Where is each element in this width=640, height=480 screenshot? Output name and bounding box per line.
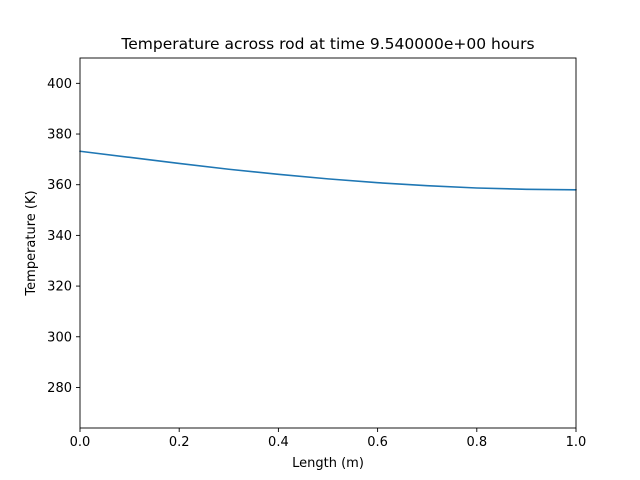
x-axis-label: Length (m) bbox=[292, 456, 364, 471]
y-tick-label: 280 bbox=[47, 381, 72, 396]
x-tick-label: 0.4 bbox=[268, 435, 289, 450]
y-tick-label: 340 bbox=[47, 229, 72, 244]
plot-frame bbox=[79, 57, 577, 429]
y-axis-label: Temperature (K) bbox=[24, 190, 39, 296]
x-tick-label: 1.0 bbox=[566, 435, 587, 450]
plot-area bbox=[80, 58, 576, 428]
series-line-0 bbox=[79, 150, 577, 191]
y-tick-label: 360 bbox=[47, 178, 72, 193]
series-layer bbox=[79, 150, 577, 191]
x-tick-label: 0.8 bbox=[466, 435, 487, 450]
x-tick-label: 0.0 bbox=[70, 435, 91, 450]
y-tick-label: 300 bbox=[47, 330, 72, 345]
y-tick-label: 400 bbox=[47, 77, 72, 92]
y-tick-label: 320 bbox=[47, 280, 72, 295]
x-tick-label: 0.2 bbox=[169, 435, 190, 450]
y-tick-label: 380 bbox=[47, 128, 72, 143]
chart-title: Temperature across rod at time 9.540000e… bbox=[120, 35, 534, 53]
x-axis: 0.0 0.2 0.4 0.6 0.8 1.0 bbox=[70, 428, 587, 450]
x-tick-label: 0.6 bbox=[367, 435, 388, 450]
y-axis: 280 300 320 340 360 380 400 bbox=[47, 77, 80, 396]
